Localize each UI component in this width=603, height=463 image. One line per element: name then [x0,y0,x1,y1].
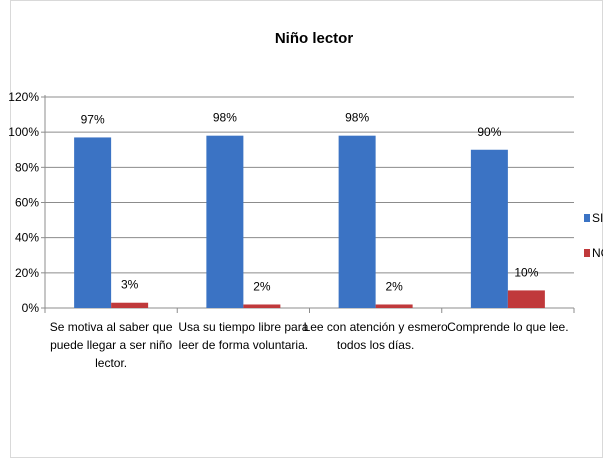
bar-nc [375,304,413,308]
y-tick-label: 120% [8,90,39,104]
y-tick-label: 0% [22,301,40,315]
data-label: 3% [121,278,139,292]
y-tick-label: 40% [15,231,39,245]
y-tick-label: 80% [15,160,39,174]
x-tick-label: Usa su tiempo libre para [178,320,308,334]
legend-swatch-nc [584,249,590,257]
x-tick-label: todos los días. [337,338,414,352]
bar-nc [243,304,281,308]
x-tick-label: Se motiva al saber que [50,320,173,334]
data-label: 2% [385,279,403,293]
data-label: 90% [477,125,501,139]
x-tick-label: puede llegar a ser niño [50,338,172,352]
x-tick-label: Lee con atención y esmero [304,320,448,334]
legend-swatch-si [584,214,590,222]
bar-nc [507,290,545,308]
bar-si [74,137,112,308]
data-label: 98% [345,111,369,125]
y-tick-label: 20% [15,266,39,280]
x-tick-label: leer de forma voluntaria. [179,338,308,352]
y-tick-label: 100% [8,125,39,139]
bar-si [470,149,508,308]
legend-label-si: SI [592,211,603,225]
data-label: 98% [213,111,237,125]
data-label: 97% [81,112,105,126]
chart-title: Niño lector [275,30,354,47]
x-tick-label: Comprende lo que lee. [447,320,568,334]
bar-si [206,135,244,308]
data-label: 2% [253,279,271,293]
y-tick-label: 60% [15,196,39,210]
bar-si [338,135,376,308]
x-tick-label: lector. [95,356,127,370]
legend: SI NC [584,211,603,260]
legend-label-nc: NC [592,246,603,260]
bar-nc [111,302,149,308]
bars [74,135,545,308]
data-labels: 97% 3% 98% 2% 98% 2% 90% 10% [81,111,539,294]
data-label: 10% [514,265,538,279]
